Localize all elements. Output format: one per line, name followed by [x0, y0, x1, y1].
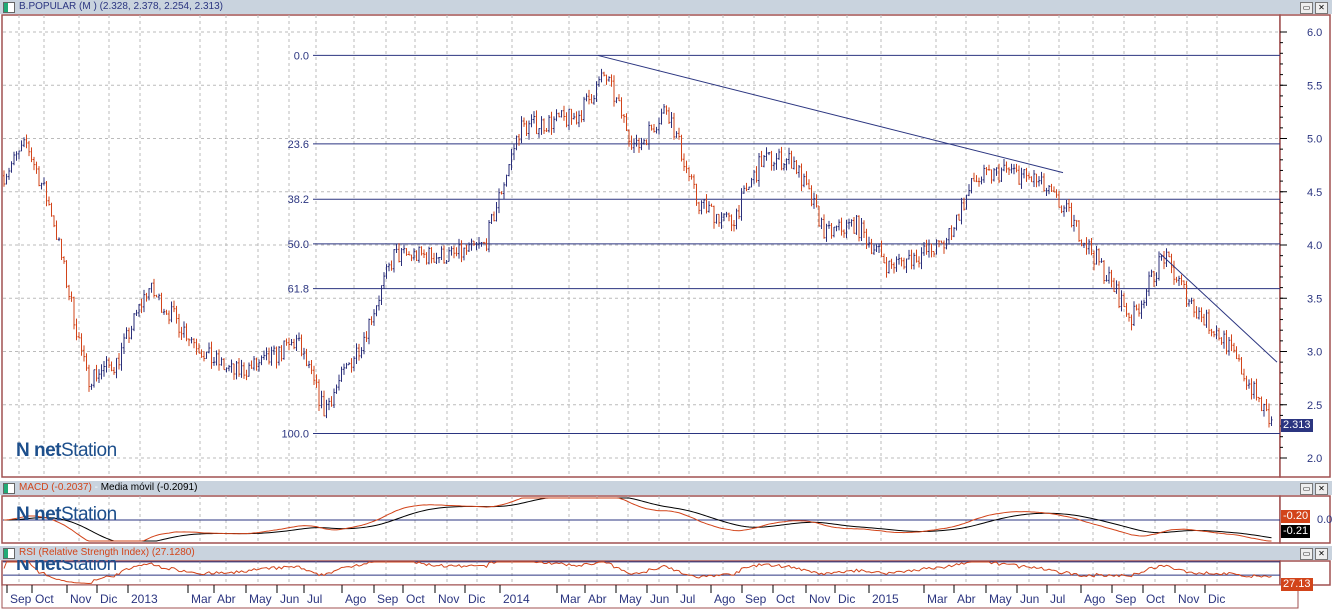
netstation-logo: N netStation — [16, 554, 117, 575]
fib-label: 38.2 — [288, 194, 309, 206]
x-tick-label: Mar — [927, 592, 948, 606]
x-tick-label: Abr — [217, 592, 236, 606]
macd-label: MACD (-0.2037) — [19, 482, 92, 493]
y-tick-label: 3.0 — [1307, 347, 1322, 359]
chart-icon — [3, 2, 15, 13]
x-tick-label: May — [619, 592, 642, 606]
netstation-logo: N netStation — [16, 440, 117, 461]
close-button[interactable]: ✕ — [1315, 483, 1328, 495]
x-tick-label: 2013 — [131, 592, 158, 606]
trendline — [597, 54, 1064, 174]
axis-frame — [1279, 14, 1331, 478]
x-tick-label: Ago — [345, 592, 367, 606]
rsi-line — [3, 561, 1272, 585]
last-price-tag: 2.313 — [1281, 419, 1313, 432]
y-tick-label: 4.5 — [1307, 187, 1322, 199]
pane-frame — [1, 14, 1281, 478]
fib-label: 50.0 — [288, 239, 309, 251]
maximize-button[interactable]: ▭ — [1300, 548, 1313, 560]
y-tick-label: 5.5 — [1307, 80, 1322, 92]
x-tick-label: Abr — [588, 592, 607, 606]
x-tick-label: Jul — [307, 592, 322, 606]
x-tick-label: Ago — [1084, 592, 1106, 606]
x-tick-label: Oct — [776, 592, 795, 606]
x-axis-frame — [1, 584, 1299, 609]
y-tick-label: 2.0 — [1307, 453, 1322, 465]
rsi-pane-header: RSI (Relative Strength Index) (27.1280) … — [0, 546, 1332, 560]
y-tick-label: 2.5 — [1307, 400, 1322, 412]
x-tick-label: Nov — [1178, 592, 1199, 606]
x-tick-label: Dic — [100, 592, 117, 606]
signal-label: Media móvil (-0.2091) — [100, 482, 198, 493]
close-button[interactable]: ✕ — [1315, 2, 1328, 14]
x-tick-label: Oct — [406, 592, 425, 606]
x-tick-label: Jun — [1020, 592, 1039, 606]
fib-label: 23.6 — [288, 139, 309, 151]
x-tick-label: Oct — [1146, 592, 1165, 606]
fib-label: 100.0 — [281, 429, 309, 441]
fib-label: 61.8 — [288, 284, 309, 296]
x-tick-label: Nov — [809, 592, 830, 606]
ohlc-values: (2.328, 2.378, 2.254, 2.313) — [99, 1, 224, 12]
maximize-button[interactable]: ▭ — [1300, 2, 1313, 14]
maximize-button[interactable]: ▭ — [1300, 483, 1313, 495]
x-tick-label: Jul — [680, 592, 695, 606]
chart-icon — [3, 483, 15, 494]
x-tick-label: Jun — [650, 592, 669, 606]
x-tick-label: Nov — [70, 592, 91, 606]
x-tick-label: Sep — [377, 592, 399, 606]
netstation-logo: N netStation — [16, 504, 117, 525]
y-tick-label: 6.0 — [1307, 27, 1322, 39]
x-tick-label: Jun — [280, 592, 299, 606]
x-tick-label: Mar — [191, 592, 212, 606]
x-tick-label: Sep — [1115, 592, 1137, 606]
x-tick-label: Mar — [560, 592, 581, 606]
chart-icon — [3, 548, 15, 559]
x-tick-label: Nov — [438, 592, 459, 606]
x-tick-label: Jul — [1050, 592, 1065, 606]
x-tick-label: Sep — [745, 592, 767, 606]
close-button[interactable]: ✕ — [1315, 548, 1328, 560]
x-tick-label: Sep — [10, 592, 32, 606]
y-tick-label: 4.0 — [1307, 240, 1322, 252]
x-tick-label: 2015 — [872, 592, 899, 606]
signal-value-tag: -0.21 — [1281, 525, 1311, 538]
macd-value-tag: -0.20 — [1281, 510, 1311, 523]
separator: - — [94, 482, 98, 493]
macd-line — [3, 497, 1272, 542]
x-tick-label: May — [989, 592, 1012, 606]
fib-label: 0.0 — [294, 50, 309, 62]
rsi-value-tag: 27.13 — [1281, 578, 1313, 591]
x-tick-label: Dic — [838, 592, 855, 606]
x-tick-label: Ago — [714, 592, 736, 606]
x-tick-label: Dic — [468, 592, 485, 606]
x-tick-label: Abr — [957, 592, 976, 606]
macd-pane-header: MACD (-0.2037) - Media móvil (-0.2091) ▭… — [0, 481, 1332, 495]
x-tick-label: May — [249, 592, 272, 606]
price-pane-header: B.POPULAR (M ) (2.328, 2.378, 2.254, 2.3… — [0, 0, 1332, 14]
y-tick-label: 5.0 — [1307, 134, 1322, 146]
macd-zero-label: 0.0 — [1317, 514, 1332, 526]
symbol-title: B.POPULAR (M ) — [19, 1, 97, 12]
y-tick-label: 3.5 — [1307, 293, 1322, 305]
x-tick-label: Dic — [1208, 592, 1225, 606]
x-tick-label: 2014 — [503, 592, 530, 606]
x-tick-label: Oct — [35, 592, 54, 606]
trendline — [1159, 253, 1278, 363]
rsi-label: RSI (Relative Strength Index) (27.1280) — [19, 547, 195, 558]
